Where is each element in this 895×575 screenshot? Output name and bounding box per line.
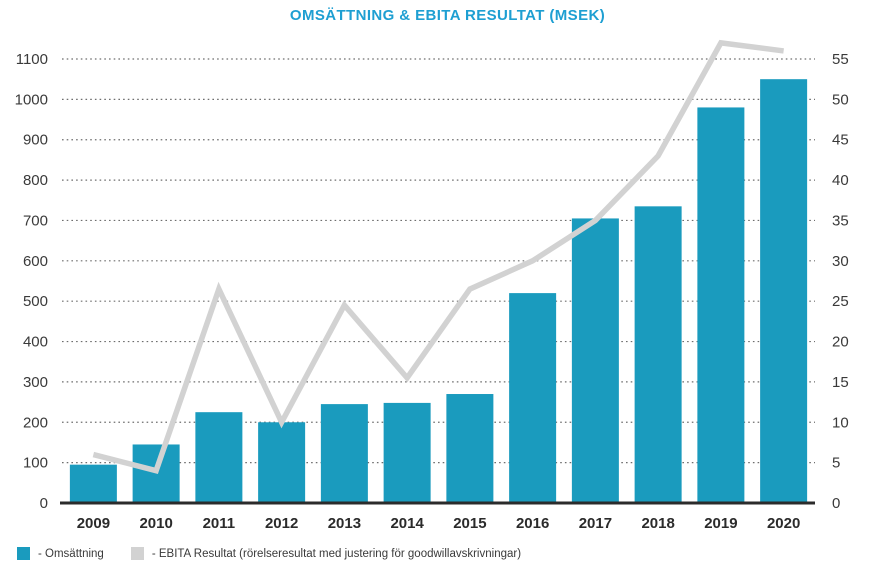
y-axis-right-label-50: 50 [832,91,849,108]
legend: - Omsättning - EBITA Resultat (rörelsere… [17,547,521,560]
legend-label-ebita: - EBITA Resultat (rörelseresultat med ju… [151,547,522,560]
x-axis-label-2015: 2015 [453,515,486,532]
bar-2017 [571,218,619,503]
bar-2019 [697,107,745,503]
x-axis-label-2014: 2014 [390,515,424,532]
y-axis-left-label-700: 700 [23,212,48,229]
y-axis-left-label-1000: 1000 [15,91,48,108]
x-axis-label-2013: 2013 [328,515,361,532]
bar-2015 [446,394,494,503]
y-axis-left-label-100: 100 [23,455,48,472]
bar-2016 [509,293,557,503]
y-axis-right-label-20: 20 [832,334,849,351]
y-axis-right-label-45: 45 [832,132,849,149]
bar-2011 [195,412,243,503]
ebita-line [92,39,784,475]
bar-2014 [383,402,431,503]
bar-2009 [69,464,117,503]
bar-2020 [760,79,808,503]
bar-2010 [132,444,180,503]
bar-2012 [258,422,306,503]
y-axis-left-label-200: 200 [23,414,48,431]
y-axis-left-label-300: 300 [23,374,48,391]
legend-swatch-ebita [130,547,144,560]
x-axis-label-2012: 2012 [265,515,298,532]
y-axis-left-label-800: 800 [23,172,48,189]
y-axis-left-label-400: 400 [23,334,48,351]
y-axis-right-label-30: 30 [832,253,849,270]
y-axis-right-label-15: 15 [832,374,849,391]
legend-label-omsattning: - Omsättning [38,547,104,560]
chart-title: OMSÄTTNING & EBITA RESULTAT (MSEK) [289,7,606,24]
y-axis-left-label-900: 900 [23,132,48,149]
y-axis-right-label-5: 5 [832,455,840,472]
x-axis-label-2020: 2020 [767,515,800,532]
y-axis-left-label-1100: 1100 [16,51,48,68]
x-axis-label-2010: 2010 [139,515,172,532]
x-axis-label-2011: 2011 [203,515,236,532]
legend-swatch-omsattning [17,547,30,560]
y-axis-left-label-0: 0 [40,495,48,512]
y-axis-left-label-500: 500 [23,293,48,310]
y-axis-right-label-0: 0 [832,495,840,512]
x-axis-label-2019: 2019 [704,515,737,532]
x-axis-label-2016: 2016 [516,515,549,532]
y-axis-right-label-40: 40 [832,172,849,189]
bar-2018 [634,206,682,503]
x-axis-label-2009: 2009 [77,515,110,532]
y-axis-left-label-600: 600 [23,253,48,270]
y-axis-right-label-55: 55 [832,51,849,68]
bar-2013 [320,404,368,503]
y-axis-right-label-35: 35 [832,212,849,229]
x-axis-label-2018: 2018 [641,515,674,532]
x-axis-label-2017: 2017 [579,515,612,532]
y-axis-right-label-10: 10 [832,414,849,431]
y-axis-right-label-25: 25 [832,293,849,310]
